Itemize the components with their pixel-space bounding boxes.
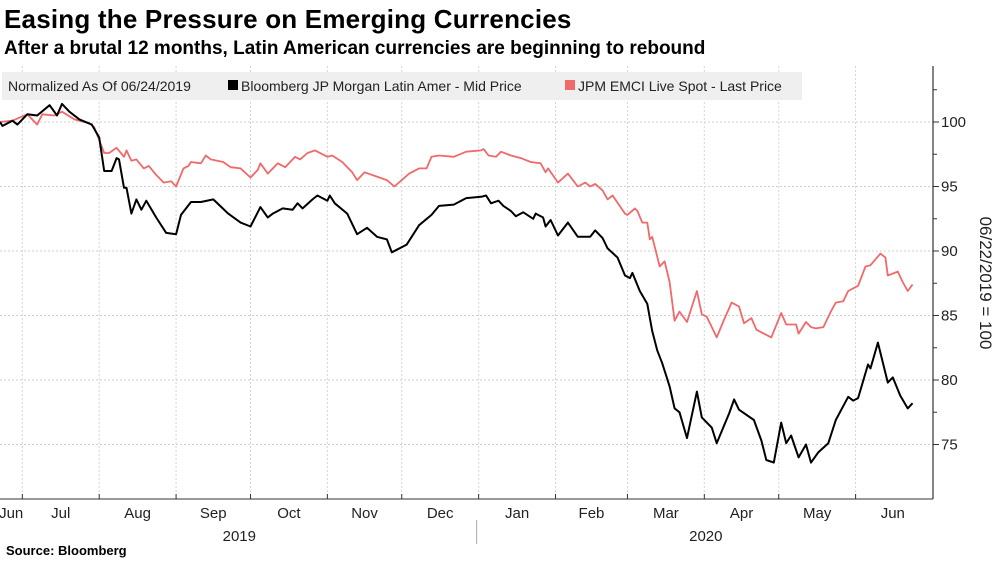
x-tick-label: Jan: [505, 505, 529, 522]
legend-swatch-emci: [565, 80, 575, 90]
y-tick-label: 95: [941, 179, 958, 196]
x-tick-label: Sep: [200, 505, 227, 522]
series-line-emci: [0, 110, 914, 339]
legend-swatch-latam: [228, 80, 238, 90]
x-tick-label: Mar: [653, 505, 679, 522]
x-tick-label: Jun: [881, 505, 905, 522]
x-tick-label: Nov: [351, 505, 378, 522]
x-tick-label: Dec: [427, 505, 454, 522]
legend-note: Normalized As Of 06/24/2019: [8, 78, 191, 94]
axes: 75 80 85 90 95 100 Jun Jul Aug Sep Oct Nov Dec Jan Feb…: [0, 66, 966, 545]
y-tick-label: 75: [941, 437, 958, 454]
legend-label-latam: Bloomberg JP Morgan Latin Amer - Mid Pri…: [241, 78, 522, 94]
y-tick-label: 100: [941, 114, 966, 131]
series-lines: [0, 102, 914, 464]
gridlines: [0, 66, 933, 499]
chart-title: Easing the Pressure on Emerging Currenci…: [4, 4, 572, 34]
series-line-latam: [0, 102, 914, 464]
x-tick-label: May: [803, 505, 832, 522]
y-tick-label: 90: [941, 243, 958, 260]
x-year-label: 2019: [223, 528, 256, 545]
y-tick-label: 80: [941, 372, 958, 389]
source-note: Source: Bloomberg: [6, 543, 127, 558]
x-year-label: 2020: [689, 528, 722, 545]
x-tick-label: Jun: [0, 505, 23, 522]
x-tick-label: Jul: [51, 505, 70, 522]
x-tick-label: Apr: [730, 505, 753, 522]
x-tick-label: Oct: [277, 505, 301, 522]
legend-label-emci: JPM EMCI Live Spot - Last Price: [578, 78, 782, 94]
x-tick-label: Aug: [124, 505, 151, 522]
x-tick-label: Feb: [579, 505, 605, 522]
y-tick-label: 85: [941, 308, 958, 325]
legend-background: [2, 72, 802, 100]
chart-subtitle: After a brutal 12 months, Latin American…: [4, 38, 706, 59]
legend: Normalized As Of 06/24/2019 Bloomberg JP…: [2, 72, 802, 100]
y-axis-title: 06/22/2019 = 100: [976, 217, 995, 350]
